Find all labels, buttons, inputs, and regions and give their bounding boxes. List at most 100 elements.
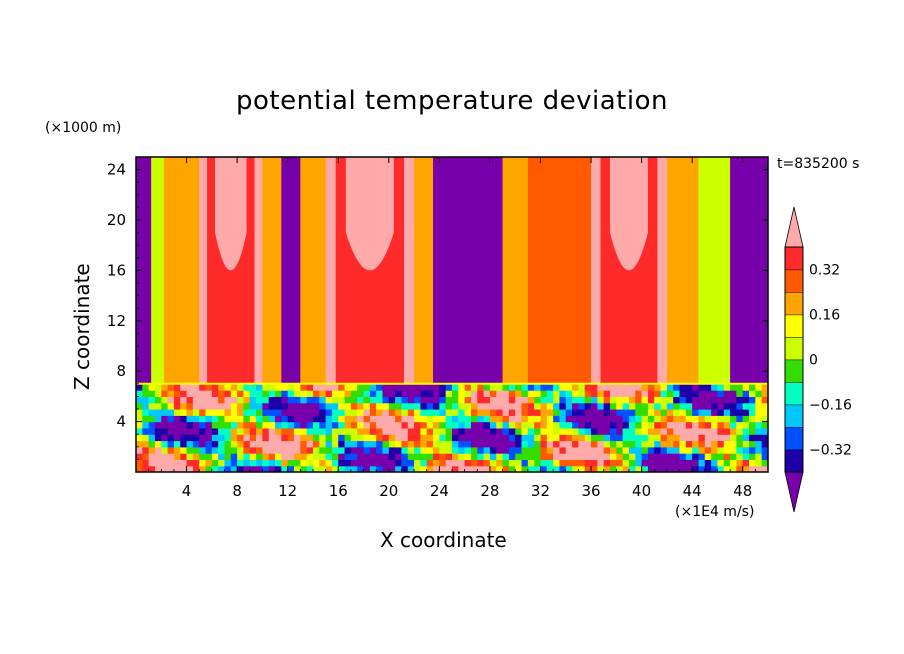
lower-cell — [294, 465, 301, 472]
lower-cell — [306, 453, 314, 460]
x-units-label: (×1E4 m/s) — [675, 504, 755, 520]
lower-cell — [477, 415, 485, 423]
lower-cell — [199, 402, 207, 410]
lower-cell — [736, 453, 744, 460]
lower-cell — [666, 427, 674, 435]
lower-cell — [275, 390, 282, 397]
lower-cell — [136, 453, 143, 460]
lower-cell — [610, 390, 617, 397]
lower-cell — [338, 409, 346, 416]
lower-cell — [186, 453, 194, 460]
x-tick-label: 12 — [278, 482, 297, 500]
lower-cell — [249, 459, 257, 467]
lower-cell — [527, 402, 535, 410]
lower-cell — [470, 427, 478, 435]
lower-cell — [610, 459, 617, 467]
lower-cell — [205, 453, 213, 460]
lower-cell — [597, 402, 605, 410]
lower-cell — [192, 465, 200, 472]
lower-cell — [483, 440, 491, 448]
lower-cell — [635, 415, 643, 423]
lower-cell — [673, 427, 681, 435]
lower-cell — [584, 409, 592, 416]
lower-cell — [489, 402, 497, 410]
lower-cell — [167, 453, 175, 460]
lower-cell — [553, 434, 561, 442]
lower-cell — [180, 402, 188, 410]
lower-cell — [584, 465, 592, 472]
lower-cell — [723, 421, 731, 429]
lower-cell — [192, 383, 200, 391]
lower-cell — [414, 453, 421, 460]
lower-cell — [477, 440, 485, 448]
lower-cell — [635, 459, 643, 467]
lower-cell — [711, 446, 719, 454]
lower-cell — [382, 390, 390, 397]
lower-cell — [180, 415, 188, 423]
lower-cell — [382, 440, 390, 448]
lower-cell — [426, 440, 434, 448]
lower-cell — [173, 427, 181, 435]
lower-cell — [199, 440, 207, 448]
lower-cell — [742, 434, 750, 442]
lower-cell — [483, 465, 491, 472]
lower-cell — [338, 383, 346, 391]
lower-cell — [230, 434, 238, 442]
lower-cell — [173, 440, 181, 448]
lower-cell — [350, 396, 358, 404]
lower-cell — [717, 409, 725, 416]
lower-cell — [742, 453, 750, 460]
lower-cell — [736, 402, 744, 410]
lower-cell — [331, 390, 339, 397]
lower-cell — [331, 402, 339, 410]
lower-cell — [515, 465, 523, 472]
lower-cell — [205, 440, 213, 448]
lower-cell — [527, 421, 535, 429]
lower-cell — [489, 390, 497, 397]
lower-cell — [173, 383, 181, 391]
lower-cell — [685, 440, 693, 448]
lower-cell — [597, 383, 605, 391]
lower-cell — [458, 453, 466, 460]
lower-cell — [154, 409, 162, 416]
lower-cell — [230, 440, 238, 448]
lower-cell — [325, 465, 333, 472]
lower-cell — [256, 446, 263, 454]
lower-cell — [597, 421, 605, 429]
lower-cell — [749, 383, 756, 391]
lower-cell — [458, 383, 466, 391]
lower-cell — [420, 383, 428, 391]
lower-cell — [489, 446, 497, 454]
lower-cell — [578, 402, 586, 410]
lower-cell — [331, 427, 339, 435]
lower-cell — [534, 421, 542, 429]
colorbar-segment — [784, 291, 804, 316]
colorbar-segment — [784, 314, 804, 338]
lower-cell — [546, 453, 554, 460]
lower-cell — [224, 415, 232, 423]
lower-cell — [685, 415, 693, 423]
lower-cell — [534, 415, 542, 423]
lower-cell — [521, 446, 529, 454]
lower-cell — [414, 421, 421, 429]
lower-cell — [445, 465, 453, 472]
lower-cell — [540, 409, 548, 416]
lower-cell — [199, 459, 207, 467]
lower-cell — [622, 434, 630, 442]
lower-cell — [603, 446, 611, 454]
lower-cell — [628, 434, 636, 442]
lower-cell — [452, 440, 459, 448]
lower-cell — [319, 409, 327, 416]
lower-cell — [224, 390, 232, 397]
lower-cell — [376, 459, 384, 467]
lower-cell — [294, 421, 301, 429]
lower-cell — [546, 421, 554, 429]
lower-cell — [426, 409, 434, 416]
upper-column — [433, 157, 504, 384]
lower-cell — [654, 453, 662, 460]
lower-cell — [540, 446, 548, 454]
lower-cell — [742, 390, 750, 397]
lower-cell — [477, 465, 485, 472]
lower-cell — [414, 390, 421, 397]
lower-cell — [369, 409, 377, 416]
